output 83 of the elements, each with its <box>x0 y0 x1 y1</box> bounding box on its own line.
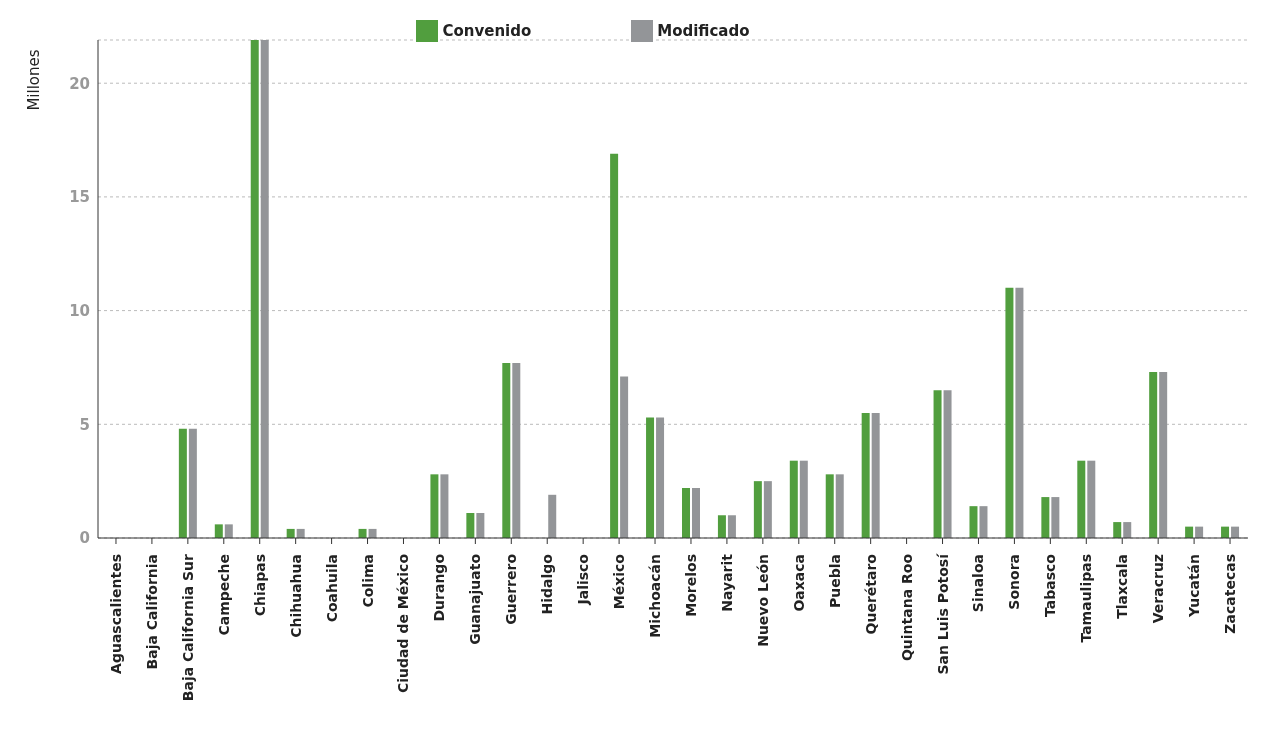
x-tick-label: Tamaulipas <box>1078 554 1095 643</box>
bar <box>512 362 521 538</box>
x-tick-label: Chiapas <box>251 554 268 617</box>
bar <box>188 428 197 538</box>
y-tick-label: 15 <box>69 188 90 207</box>
x-tick-label: Zacatecas <box>1222 554 1239 634</box>
x-tick-label: Colima <box>359 554 376 608</box>
bar <box>861 412 870 538</box>
x-tick-label: Hidalgo <box>539 553 556 615</box>
x-tick-label: Ciudad de México <box>395 553 412 693</box>
x-tick-label: Baja California <box>143 554 160 670</box>
bar <box>825 474 834 538</box>
bar <box>1077 460 1086 538</box>
y-tick-label: 5 <box>79 415 90 434</box>
bar <box>476 512 485 538</box>
x-tick-label: Morelos <box>682 554 699 617</box>
bar <box>717 515 726 538</box>
x-tick-label: Campeche <box>215 554 232 636</box>
bar <box>681 487 690 538</box>
bar <box>871 412 880 538</box>
x-tick-label: Jalisco <box>575 553 592 606</box>
bar <box>440 474 449 538</box>
y-tick-label: 20 <box>69 74 90 93</box>
bar <box>933 390 942 538</box>
bar <box>548 494 557 538</box>
x-tick-label: México <box>611 553 628 610</box>
x-tick-label: Aguascalientes <box>107 554 124 674</box>
bar <box>979 506 988 538</box>
y-tick-label: 10 <box>69 301 90 320</box>
x-tick-label: Nuevo León <box>754 554 771 647</box>
bar <box>727 515 736 538</box>
x-tick-label: Tabasco <box>1042 553 1059 617</box>
x-tick-label: Yucatán <box>1186 554 1203 618</box>
bar <box>214 524 223 538</box>
x-tick-label: Veracruz <box>1150 554 1167 624</box>
bar <box>835 474 844 538</box>
bar <box>691 487 700 538</box>
bar <box>620 376 629 538</box>
bar <box>1149 372 1158 538</box>
legend-label: Modificado <box>657 21 750 40</box>
bar <box>646 417 655 538</box>
x-tick-label: Durango <box>431 553 448 622</box>
bar <box>260 40 269 538</box>
x-tick-label: Tlaxcala <box>1114 554 1131 619</box>
legend-label: Convenido <box>442 21 532 40</box>
bar <box>1087 460 1096 538</box>
bar <box>1113 522 1122 538</box>
x-tick-label: Quintana Roo <box>898 553 915 662</box>
x-tick-label: Querétaro <box>862 553 879 635</box>
x-tick-label: Coahuila <box>323 554 340 623</box>
x-tick-label: San Luis Potosí <box>934 552 951 675</box>
bar <box>789 460 798 538</box>
bar <box>1005 287 1014 538</box>
x-tick-label: Sonora <box>1006 554 1023 610</box>
y-tick-label: 0 <box>79 529 90 548</box>
bar <box>610 153 619 538</box>
bar <box>1015 287 1024 538</box>
bar <box>430 474 439 538</box>
x-tick-label: Sinaloa <box>970 554 987 613</box>
x-tick-label: Nayarit <box>718 553 735 612</box>
x-tick-label: Baja California Sur <box>179 553 196 702</box>
bar <box>1041 497 1050 538</box>
y-axis-title: Millones <box>24 49 43 111</box>
bar <box>1123 522 1132 538</box>
bar <box>466 512 475 538</box>
x-tick-label: Oaxaca <box>790 554 807 612</box>
x-tick-label: Puebla <box>826 554 843 608</box>
bar <box>250 40 259 538</box>
bar <box>753 481 762 538</box>
bar <box>763 481 772 538</box>
bar <box>943 390 952 538</box>
bar <box>502 362 511 538</box>
bar <box>1159 372 1168 538</box>
bar <box>1051 497 1060 538</box>
x-tick-label: Chihuahua <box>287 554 304 638</box>
x-tick-label: Guerrero <box>503 553 520 625</box>
bar <box>799 460 808 538</box>
bar <box>656 417 665 538</box>
bar <box>969 506 978 538</box>
x-tick-label: Michoacán <box>647 554 664 638</box>
x-tick-label: Guanajuato <box>467 553 484 645</box>
bar <box>178 428 187 538</box>
bar <box>224 524 233 538</box>
